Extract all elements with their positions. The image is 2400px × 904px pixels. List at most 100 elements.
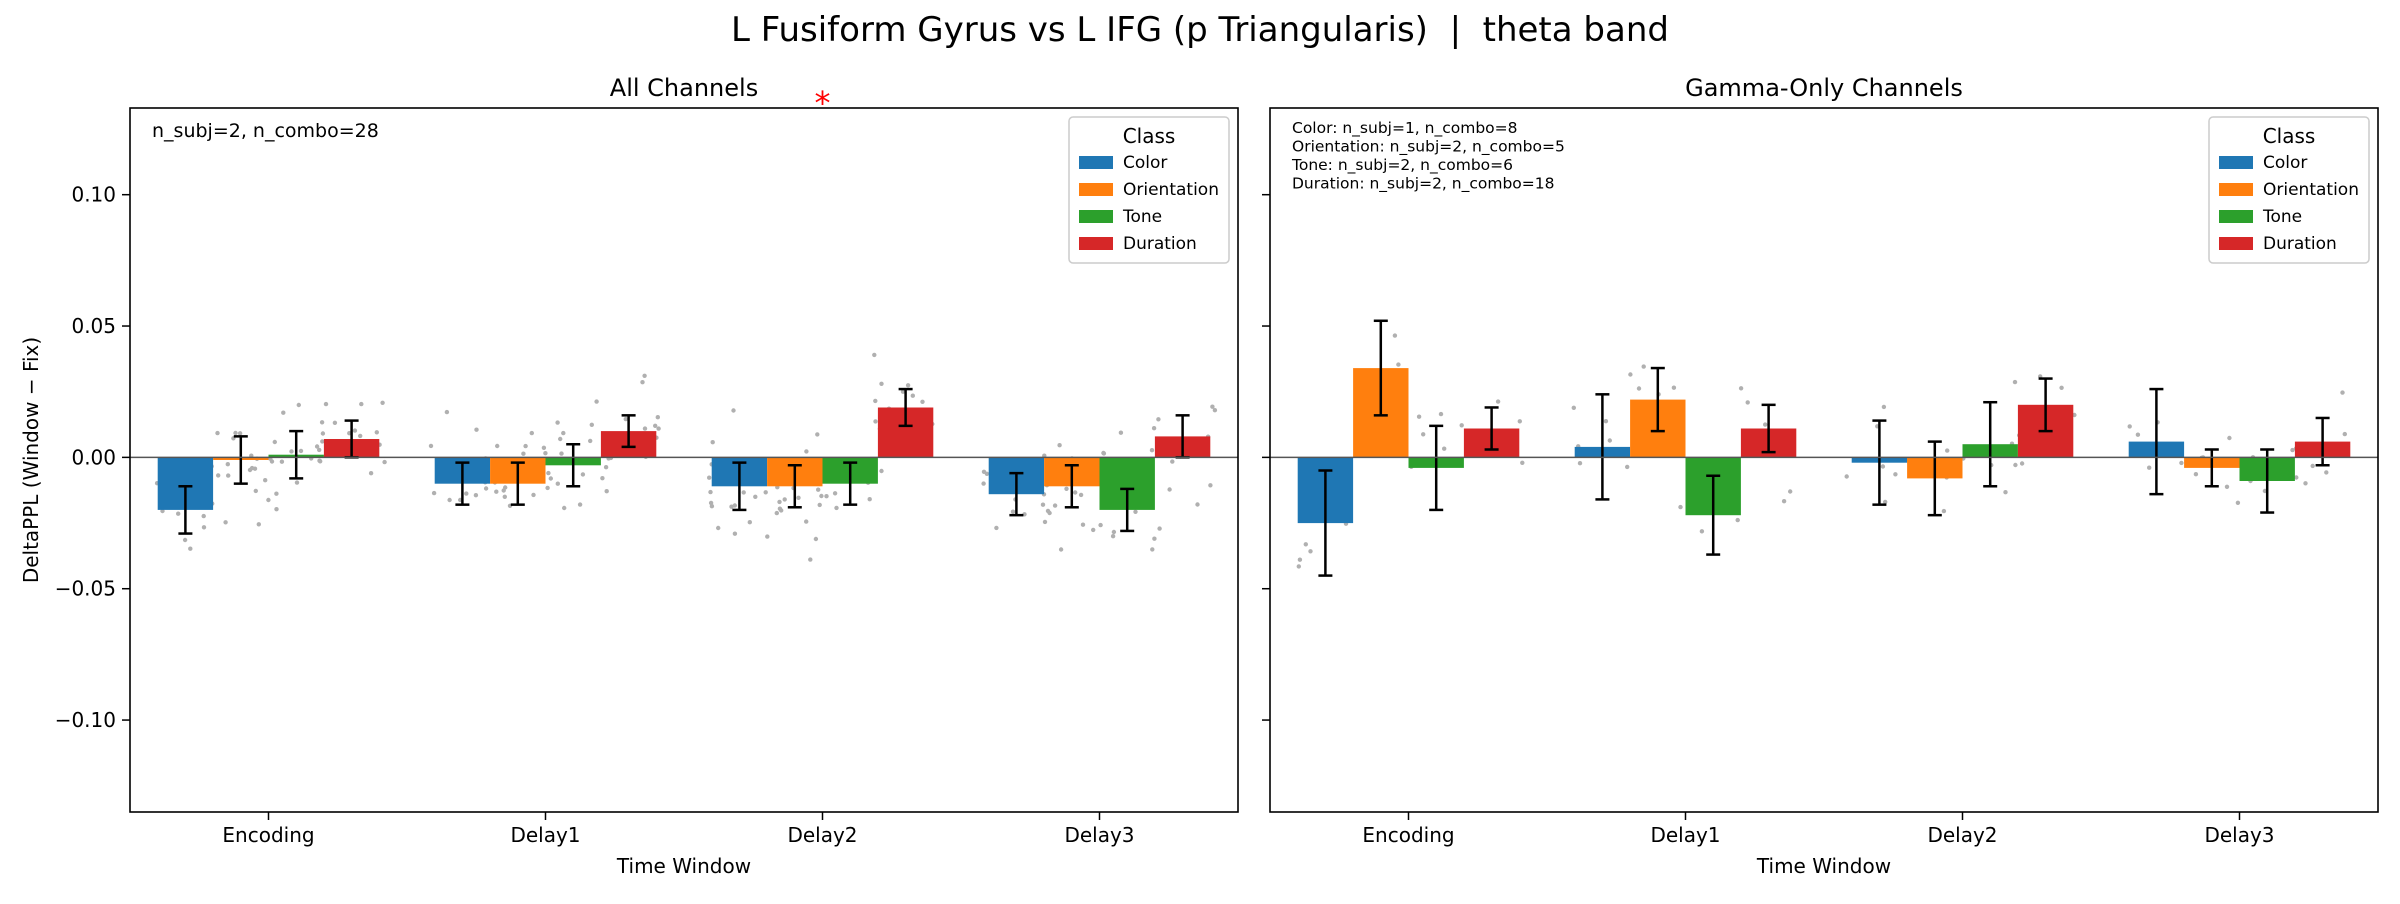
jitter-point [1042,519,1048,525]
jitter-point [523,443,528,449]
jitter-point [1442,446,1447,451]
jitter-point [1212,408,1218,413]
legend-label: Tone [1122,207,1162,227]
jitter-point [529,430,534,436]
jitter-point [1303,542,1309,547]
jitter-point [216,473,221,478]
jitter-point [1745,400,1750,405]
jitter-point [1628,372,1633,377]
jitter-point [2013,462,2018,468]
jitter-point [1073,490,1078,495]
jitter-point [2290,447,2295,453]
jitter-point [1170,459,1175,464]
jitter-point [796,495,801,500]
jitter-point [495,443,500,449]
jitter-point [558,436,563,442]
jitter-point [1781,499,1787,504]
legend-swatch [1079,183,1113,196]
jitter-point [1735,517,1740,523]
jitter-point [1392,333,1398,338]
jitter-point [253,488,258,494]
jitter-point [808,557,813,562]
jitter-point [319,420,325,425]
jitter-point [729,504,734,509]
jitter-point [920,399,925,404]
jitter-point [765,534,770,539]
jitter-point [642,426,648,431]
jitter-point [1167,487,1172,492]
jitter-point [653,423,658,428]
jitter-point [1844,474,1849,479]
jitter-point [867,497,872,502]
y-tick-label: −0.05 [55,577,116,601]
jitter-point [247,467,253,473]
jitter-point [731,408,736,413]
jitter-point [215,430,220,436]
jitter-point [1788,489,1793,494]
jitter-point [2127,424,2132,429]
jitter-point [2342,431,2347,437]
jitter-point [1157,526,1162,531]
jitter-point [732,531,738,536]
jitter-point [182,537,188,543]
legend: Class Color Orientation Tone Duration [2208,116,2370,264]
jitter-point [603,465,609,470]
jitter-point [294,480,300,485]
legend-swatch [1079,156,1113,169]
legend-box [1068,116,1230,264]
legend-swatch [1079,210,1113,223]
jitter-point [541,445,547,450]
jitter-point [577,502,583,507]
jitter-points [1296,333,2347,569]
jitter-point [483,486,489,491]
legend-label: Orientation [2263,180,2359,200]
jitter-point [464,491,469,496]
panel-title: All Channels [610,74,758,102]
jitter-point [1118,430,1124,435]
jitter-point [1738,386,1744,391]
jitter-point [655,415,660,420]
jitter-point [1396,362,1401,367]
jitter-point [1208,483,1213,488]
jitter-point [1945,448,1950,453]
series-tone [1408,400,2295,556]
jitter-point [1893,472,1898,477]
jitter-point [256,522,261,527]
jitter-point [1495,399,1501,404]
jitter-point [2340,390,2345,395]
chart-panel-2: Encoding Delay1 Delay2 Delay3 Time Window Gam… [1262,74,2379,878]
jitter-point [548,476,553,481]
jitter-point [1297,557,1303,562]
jitter-point [368,471,374,476]
jitter-point [747,520,752,525]
jitter-point [1057,443,1062,448]
jitter-point [1064,486,1069,491]
jitter-point [1421,432,1426,437]
jitter-point [2003,490,2008,495]
jitter-point [732,503,737,508]
jitter-point [359,401,364,407]
jitter-point [546,470,551,476]
series-duration [1463,377,2351,467]
jitter-point [2303,481,2308,486]
jitter-point [580,472,586,477]
series-color [1297,387,2185,577]
legend-label: Tone [2262,207,2302,227]
jitter-point [320,431,326,436]
jitter-point [1098,522,1103,528]
jitter-point [1517,419,1523,424]
x-tick-label: Encoding [1362,823,1454,847]
x-axis-label: Time Window [616,854,751,878]
jitter-point [782,497,787,502]
jitter-point [1101,450,1106,456]
jitter-point [252,466,258,471]
x-tick-label: Delay3 [1064,823,1134,847]
n-annotation-line: Tone: n_subj=2, n_combo=6 [1291,156,1513,175]
y-axis-label: DeltaPPL (Window − Fix) [19,337,43,583]
jitter-point [708,500,714,506]
jitter-point [374,430,379,435]
jitter-point [594,399,599,404]
jitter-point [380,400,385,405]
jitter-point [502,494,507,499]
